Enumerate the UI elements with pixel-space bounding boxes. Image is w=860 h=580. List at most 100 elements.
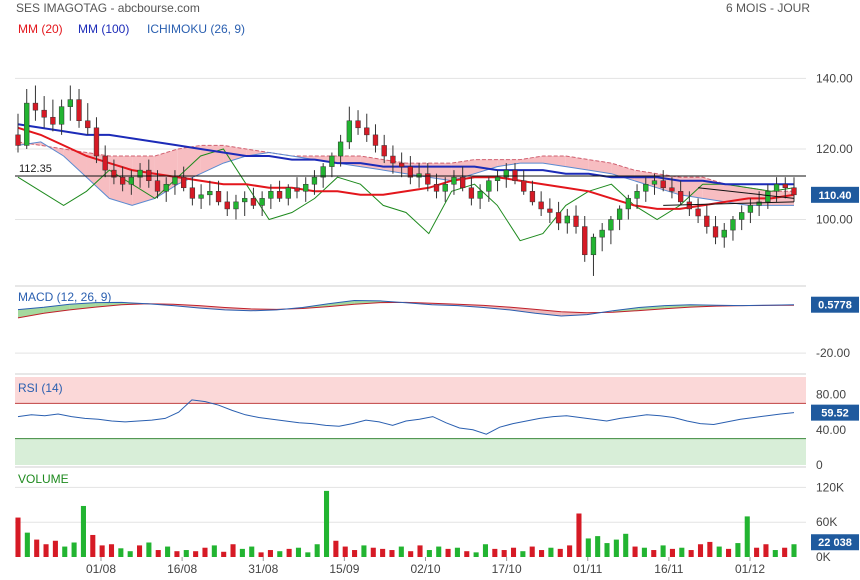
- macd-hist-segment: [69, 302, 96, 310]
- volume-bar-up: [146, 542, 152, 557]
- x-tick-label: 02/10: [410, 562, 440, 576]
- legend-mm20: MM (20): [18, 22, 63, 36]
- volume-bar-down: [782, 547, 788, 557]
- candle-down: [102, 155, 108, 171]
- candle-up: [346, 120, 352, 143]
- volume-bar-down: [510, 547, 517, 557]
- volume-bar-down: [726, 548, 732, 557]
- volume-bar-down: [221, 551, 227, 557]
- candle-down: [660, 180, 666, 189]
- candle-down: [460, 176, 466, 189]
- candle-down: [398, 162, 405, 167]
- volume-bar-up: [595, 536, 601, 557]
- x-tick-label: 01/11: [573, 562, 602, 576]
- volume-bar-down: [445, 548, 451, 557]
- candle-up: [477, 191, 483, 199]
- candle-up: [311, 176, 318, 185]
- candle-up: [128, 176, 134, 185]
- volume-bar-up: [361, 545, 367, 557]
- candle-down: [712, 226, 719, 238]
- x-tick-label: 01/08: [86, 562, 116, 576]
- candle-up: [765, 191, 771, 203]
- volume-bar-down: [342, 546, 348, 557]
- candle-down: [538, 201, 544, 210]
- candle-up: [416, 173, 422, 178]
- candle-down: [372, 134, 379, 146]
- candle-down: [695, 208, 701, 217]
- candle-up: [207, 191, 213, 196]
- x-tick-label: 31/08: [248, 562, 278, 576]
- volume-bar-down: [99, 545, 105, 557]
- candle-up: [233, 201, 239, 210]
- volume-bar-down: [137, 545, 143, 557]
- macd-hist-segment: [483, 305, 510, 310]
- rsi-zones: [15, 377, 806, 465]
- candle-down: [181, 176, 187, 189]
- volume-tick-label: 60K: [816, 515, 837, 529]
- volume-bar-down: [90, 534, 96, 557]
- volume-bar-down: [688, 550, 694, 557]
- trendline: [663, 201, 795, 206]
- cloud-segment: [154, 148, 178, 199]
- volume-bar-up: [426, 550, 432, 557]
- rsi-last-value: 59.52: [821, 408, 849, 420]
- volume-bar-up: [772, 550, 778, 557]
- macd-hist-segment: [95, 302, 122, 308]
- candle-up: [739, 212, 745, 220]
- candle-down: [704, 215, 710, 227]
- candle-up: [756, 201, 762, 206]
- cloud-upper-line: [17, 141, 794, 192]
- candle-down: [76, 99, 82, 122]
- volume-bar-up: [613, 539, 619, 557]
- candle-down: [521, 180, 527, 192]
- candle-down: [15, 134, 21, 146]
- volume-bar-up: [277, 551, 283, 557]
- volume-bar-up: [604, 543, 610, 557]
- candle-down: [669, 187, 675, 192]
- volume-bar-up: [473, 552, 479, 557]
- candle-up: [337, 141, 344, 157]
- candle-down: [111, 169, 117, 178]
- candle-down: [390, 155, 396, 164]
- volume-bar-up: [211, 545, 217, 557]
- candle-up: [67, 99, 73, 107]
- candle-up: [198, 194, 204, 199]
- volume-bar-up: [323, 490, 330, 557]
- volume-bar-up: [305, 552, 311, 557]
- price-last-value-bg: [811, 186, 859, 203]
- volume-bar-up: [454, 547, 460, 557]
- volume-bar-up: [482, 544, 489, 557]
- volume-bar-down: [15, 517, 21, 557]
- candle-down: [355, 120, 361, 129]
- candle-up: [137, 169, 143, 178]
- volume-bar-down: [557, 548, 563, 557]
- candle-up: [651, 180, 658, 185]
- macd-hist-segment: [509, 307, 536, 314]
- cloud-segment: [63, 148, 87, 178]
- volume-bar-up: [314, 544, 320, 557]
- volume-bar-up: [641, 547, 647, 557]
- volume-bar-down: [267, 550, 273, 557]
- x-tick-label: 15/09: [329, 562, 359, 576]
- candle-down: [582, 226, 588, 256]
- candle-up: [303, 183, 309, 192]
- volume-bar-down: [697, 544, 704, 557]
- candle-down: [433, 183, 440, 192]
- candle-up: [564, 215, 570, 224]
- volume-bar-down: [389, 550, 395, 557]
- candle-down: [364, 127, 370, 136]
- volume-bar-up: [660, 545, 666, 557]
- volume-bar-down: [43, 544, 49, 557]
- candle-up: [163, 183, 169, 192]
- volume-bar-down: [707, 541, 713, 557]
- candle-up: [503, 169, 509, 178]
- cloud-segment: [132, 156, 155, 206]
- candle-up: [320, 166, 326, 178]
- volume-bar-up: [295, 547, 302, 557]
- volume-bar-up: [165, 546, 171, 557]
- volume-bar-up: [585, 538, 591, 557]
- candle-down: [32, 102, 39, 111]
- candle-down: [468, 187, 475, 199]
- cloud-segment: [565, 156, 589, 171]
